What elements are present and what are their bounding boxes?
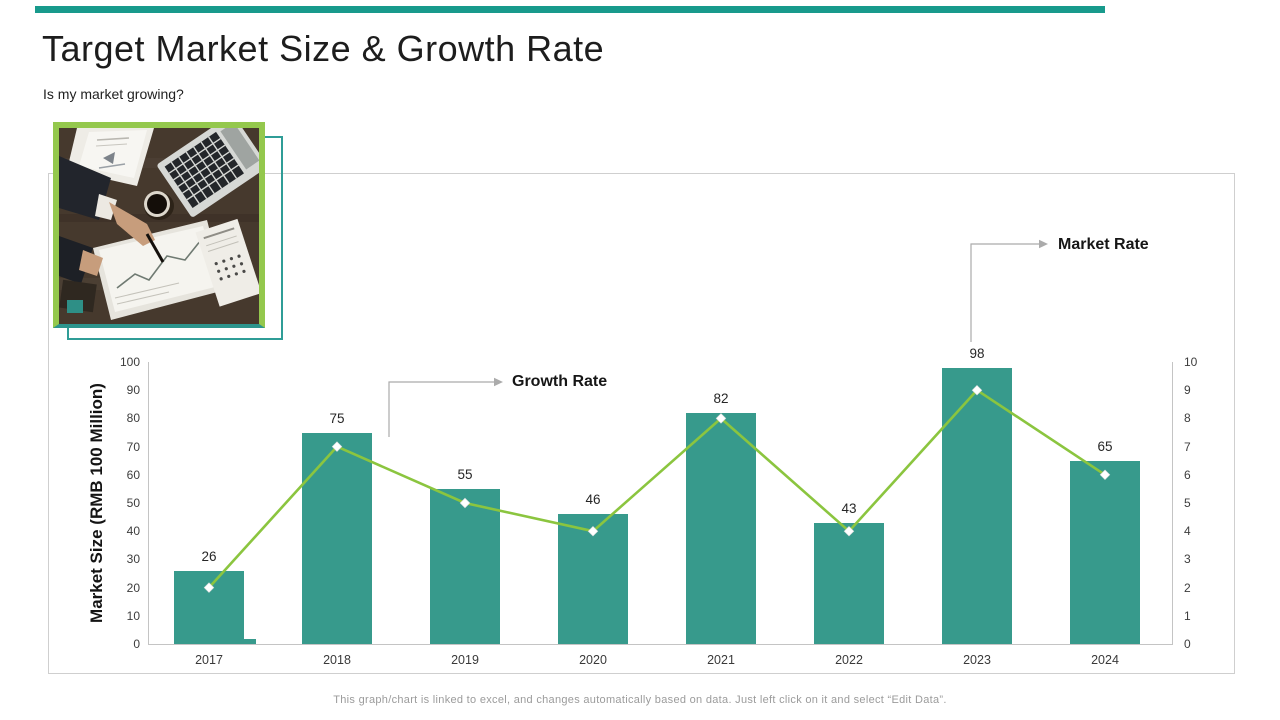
bar-2019 [430, 488, 500, 644]
left-axis-tick-20: 20 [126, 580, 140, 595]
x-label-2019: 2019 [451, 653, 479, 667]
left-axis-tick-0: 0 [133, 637, 140, 651]
left-axis-tick-30: 30 [126, 552, 140, 567]
left-axis-tick-100: 100 [119, 355, 140, 369]
right-axis-tick-6: 6 [1184, 467, 1191, 482]
top-accent-strip [35, 6, 1105, 13]
desk-photo-illustration [59, 128, 259, 324]
right-axis-tick-5: 5 [1184, 496, 1191, 510]
right-axis-tick-10: 10 [1184, 355, 1198, 369]
baseline [148, 644, 1173, 645]
left-axis-tick-80: 80 [126, 411, 140, 426]
bar-2018 [302, 432, 372, 644]
right-axis-tick-8: 8 [1184, 411, 1191, 426]
x-label-2023: 2023 [963, 653, 991, 667]
bar-2020 [558, 514, 628, 644]
left-axis-tick-60: 60 [126, 467, 140, 482]
right-axis-line [1172, 362, 1173, 644]
right-axis-tick-2: 2 [1184, 580, 1191, 595]
market-rate-callout: Market Rate [1058, 236, 1149, 253]
x-label-2017: 2017 [195, 653, 223, 667]
right-axis-tick-4: 4 [1184, 524, 1191, 539]
bar-2017 [174, 570, 244, 644]
bar-value-2018: 75 [329, 410, 345, 426]
bar-2021 [686, 412, 756, 644]
left-axis-tick-50: 50 [126, 496, 140, 510]
left-axis-tick-10: 10 [126, 608, 140, 623]
right-axis-tick-9: 9 [1184, 383, 1191, 398]
bar-value-2021: 82 [713, 390, 729, 406]
page-subtitle: Is my market growing? [43, 86, 184, 102]
bar-value-2024: 65 [1097, 438, 1113, 454]
bar-2023 [942, 367, 1012, 644]
right-axis-tick-1: 1 [1184, 608, 1191, 623]
bar-value-2019: 55 [457, 466, 473, 482]
left-axis-tick-70: 70 [126, 439, 140, 454]
footer-note: This graph/chart is linked to excel, and… [333, 694, 947, 706]
bar-2022 [814, 522, 884, 644]
bar-value-2017: 26 [201, 548, 217, 564]
x-label-2022: 2022 [835, 653, 863, 667]
content-frame [48, 173, 1235, 674]
left-axis-tick-40: 40 [126, 524, 140, 539]
page-title: Target Market Size & Growth Rate [42, 28, 605, 69]
growth-rate-callout: Growth Rate [512, 373, 608, 390]
bar-value-2020: 46 [585, 492, 601, 508]
bar-2024 [1070, 460, 1140, 644]
right-axis-tick-3: 3 [1184, 552, 1191, 567]
desk-photo [53, 122, 265, 328]
right-axis-tick-0: 0 [1184, 637, 1191, 651]
left-axis-line [148, 362, 149, 644]
bar-value-2023: 98 [969, 345, 985, 361]
x-label-2018: 2018 [323, 653, 351, 667]
x-label-2021: 2021 [707, 653, 735, 667]
left-axis-tick-90: 90 [126, 383, 140, 398]
x-label-2024: 2024 [1091, 653, 1119, 667]
mini-bar-artifact [244, 639, 256, 644]
x-label-2020: 2020 [579, 653, 607, 667]
right-axis-tick-7: 7 [1184, 439, 1191, 454]
bar-value-2022: 43 [841, 500, 857, 516]
